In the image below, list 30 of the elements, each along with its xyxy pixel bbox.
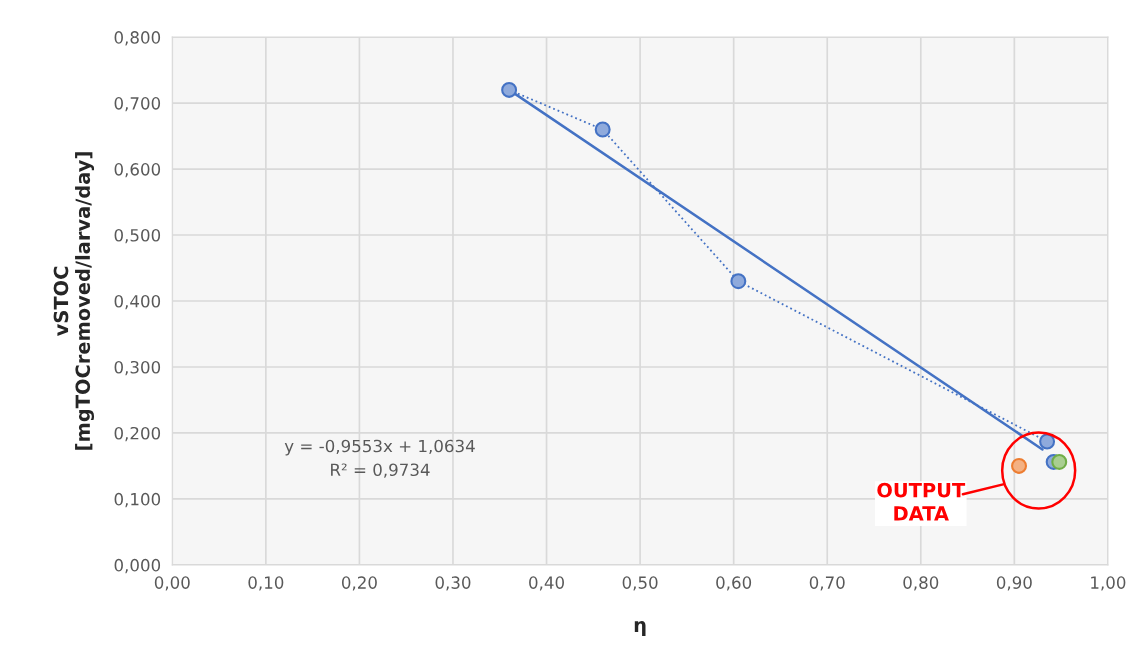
x-axis-title: η: [634, 621, 646, 636]
y-tick-label: 0,400: [114, 294, 161, 310]
y-tick-label: 0,200: [114, 426, 161, 442]
point: [1051, 453, 1068, 470]
x-tick-label: 0,50: [622, 576, 658, 591]
x-tick-label: 0,10: [248, 576, 284, 591]
point: [594, 121, 611, 138]
y-tick-label: 0,800: [114, 31, 161, 46]
point: [1011, 457, 1028, 474]
x-tick-label: 0,70: [809, 576, 845, 591]
y-tick-label: 0,500: [114, 229, 161, 244]
y-tick-label: 0,000: [114, 558, 161, 574]
x-tick-label: 0,90: [996, 576, 1032, 591]
y-tick-label: 0,600: [114, 163, 161, 178]
x-tick-label: 0,80: [903, 576, 939, 591]
point: [730, 273, 747, 290]
x-tick-label: 0,60: [716, 576, 752, 591]
x-tick-label: 0,00: [154, 576, 190, 591]
x-tick-label: 1,00: [1091, 576, 1126, 591]
y-tick-label: 0,100: [114, 492, 161, 508]
point: [1039, 433, 1056, 450]
annotation: OUTPUT DATA: [877, 482, 966, 521]
x-tick-label: 0,30: [435, 576, 471, 591]
annotation: y = -0,9553x + 1,0634 R² = 0,9734: [284, 439, 475, 478]
y-tick-label: 0,700: [114, 97, 161, 112]
y-tick-label: 0,300: [114, 360, 161, 376]
x-tick-label: 0,20: [341, 576, 377, 591]
point: [501, 81, 518, 98]
y-axis-title: vSTOC [mgTOCremoved/larva/day]: [53, 152, 95, 450]
x-tick-label: 0,40: [529, 576, 564, 591]
